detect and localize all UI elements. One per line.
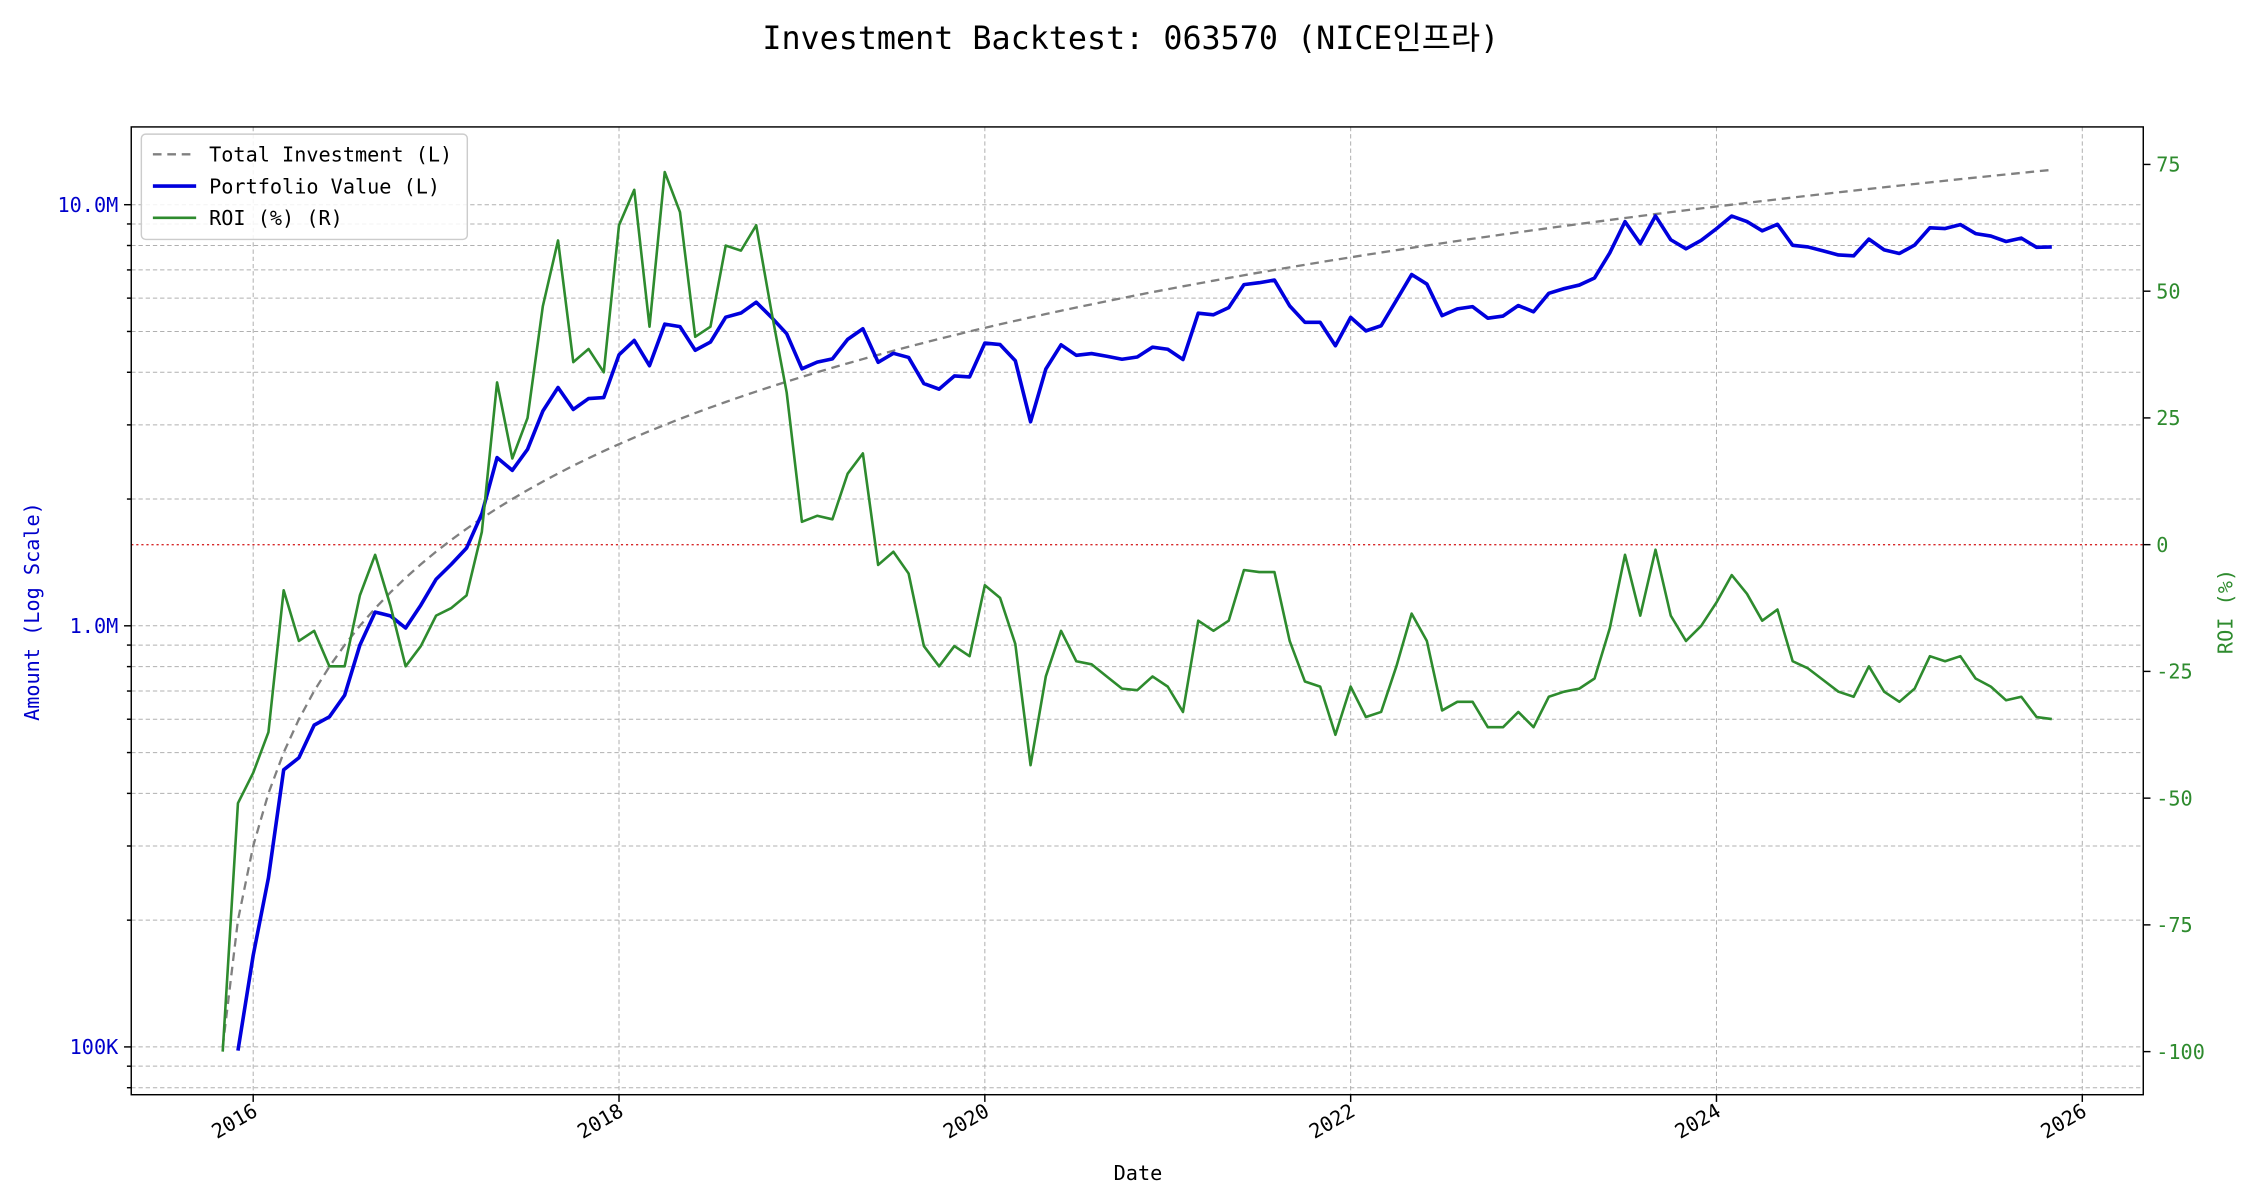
y2-tick-label: 25	[2156, 406, 2180, 430]
y2-tick-label: -75	[2156, 913, 2192, 937]
x-axis-label: Date	[1114, 1161, 1163, 1185]
legend-label: ROI (%) (R)	[209, 206, 343, 230]
legend-label: Total Investment (L)	[209, 143, 452, 167]
y2-tick-label: -50	[2156, 786, 2192, 810]
x-tick-label: 2026	[2036, 1098, 2090, 1143]
chart-title: Investment Backtest: 063570 (NICE인프라)	[762, 21, 1499, 57]
y2-tick-label: 0	[2156, 533, 2168, 557]
y2-tick-label: 75	[2156, 153, 2180, 177]
y-tick-label: 10.0M	[57, 193, 118, 217]
series-line	[236, 214, 2052, 1051]
plot-area	[221, 168, 2052, 1052]
y-tick-label: 1.0M	[70, 614, 119, 638]
plot-frame	[130, 126, 2144, 1096]
y-tick-label: 100K	[70, 1035, 119, 1059]
series-line	[221, 168, 2052, 1048]
series-line	[221, 170, 2052, 1052]
x-tick-label: 2016	[207, 1098, 261, 1143]
legend-label: Portfolio Value (L)	[209, 174, 440, 198]
y2-axis-label: ROI (%)	[2214, 569, 2238, 654]
x-tick-label: 2024	[1671, 1098, 1725, 1143]
legend-box	[140, 133, 469, 241]
y2-tick-label: 50	[2156, 279, 2180, 303]
x-tick-label: 2022	[1305, 1098, 1359, 1143]
y-axis-label: Amount (Log Scale)	[20, 502, 44, 721]
y2-tick-label: -25	[2156, 660, 2192, 684]
x-tick-label: 2020	[939, 1098, 993, 1143]
x-tick-label: 2018	[573, 1098, 627, 1143]
y2-tick-label: -100	[2156, 1040, 2205, 1064]
